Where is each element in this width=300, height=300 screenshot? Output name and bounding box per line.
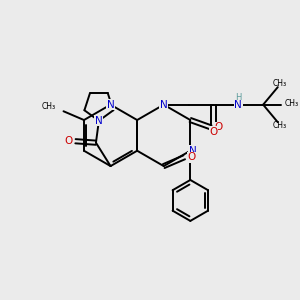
Text: N: N [107, 100, 114, 110]
Text: O: O [188, 152, 196, 162]
Text: CH₃: CH₃ [272, 79, 286, 88]
Text: H: H [235, 93, 242, 102]
Text: O: O [209, 127, 217, 136]
Text: N: N [160, 100, 168, 110]
Text: N: N [189, 146, 196, 156]
Text: N: N [95, 116, 103, 126]
Text: O: O [64, 136, 72, 146]
Text: CH₃: CH₃ [285, 99, 299, 108]
Text: O: O [214, 122, 222, 132]
Text: CH₃: CH₃ [272, 121, 286, 130]
Text: CH₃: CH₃ [42, 102, 56, 111]
Text: N: N [234, 100, 242, 110]
